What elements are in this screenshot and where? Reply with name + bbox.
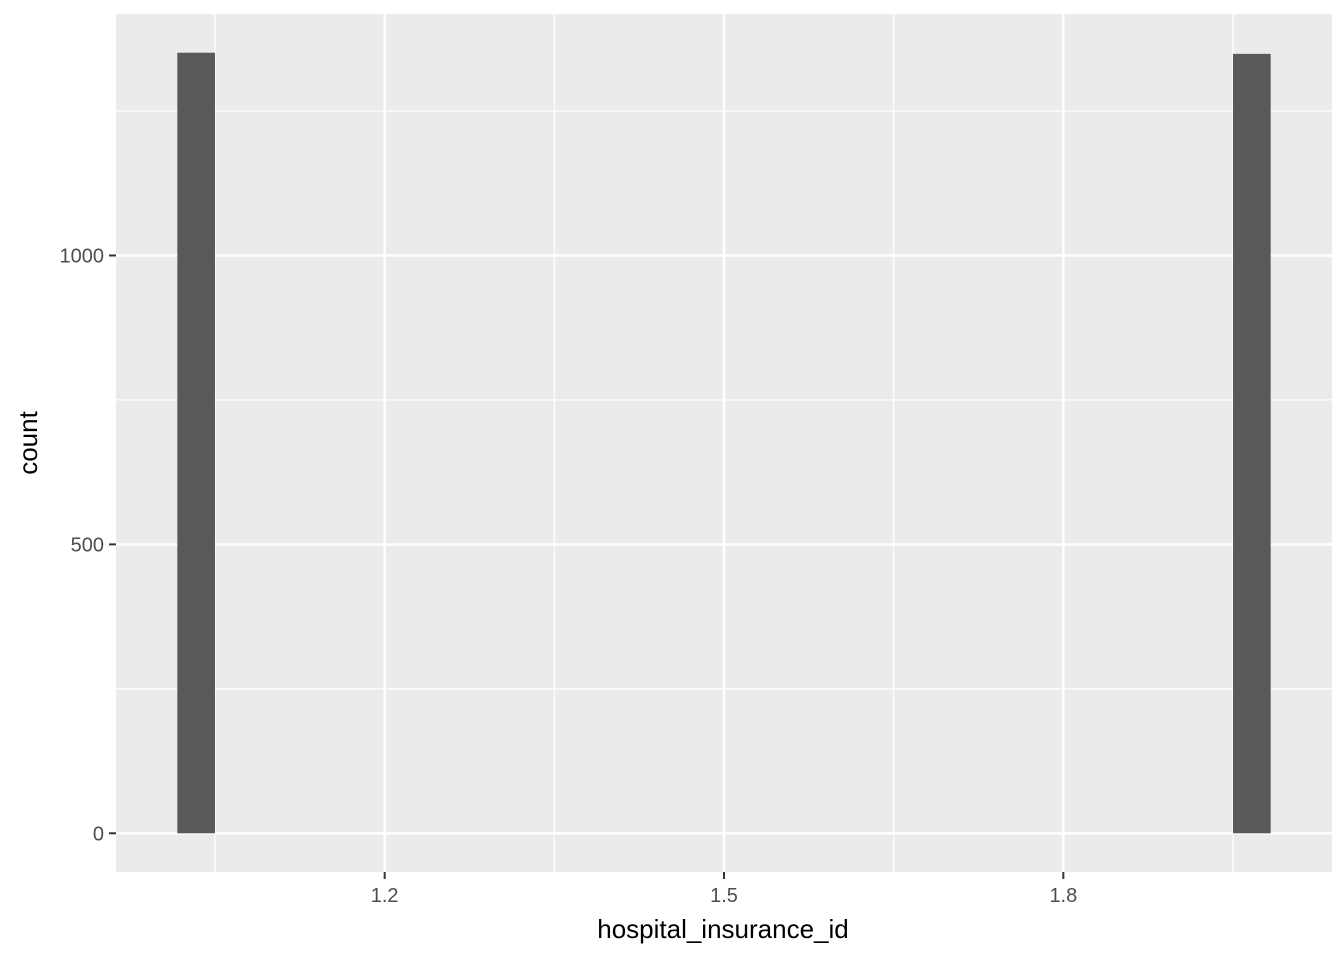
x-axis-title: hospital_insurance_id [597,914,849,944]
histogram-bar-1 [177,52,215,834]
histogram-bars [177,52,1271,834]
y-tick-label: 0 [93,823,104,845]
y-axis: 0 500 1000 [60,246,116,845]
x-tick-label: 1.5 [710,885,738,907]
x-axis: 1.2 1.5 1.8 [371,872,1077,907]
y-axis-title: count [13,410,43,474]
major-gridlines [116,14,1332,872]
y-tick-label: 1000 [60,246,105,268]
y-tick-label: 500 [71,534,104,556]
x-tick-label: 1.8 [1049,885,1077,907]
x-tick-label: 1.2 [371,885,399,907]
histogram-bar-2 [1233,53,1271,834]
